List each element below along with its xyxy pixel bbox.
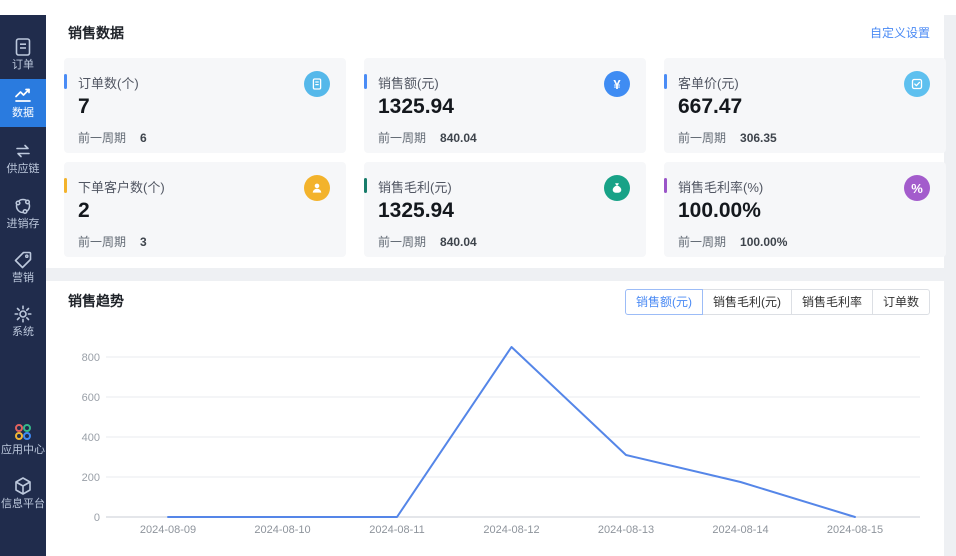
card-accent-bar — [664, 178, 667, 193]
sidebar-item-label: 订单 — [12, 59, 34, 71]
sidebar: 订单 数据 供应链 进销存 营销 — [0, 15, 52, 556]
top-strip — [0, 0, 956, 15]
supply-chain-icon — [12, 140, 34, 162]
sidebar-item-label: 信息平台 — [1, 498, 45, 510]
sidebar-item-label: 数据 — [12, 107, 34, 119]
svg-text:2024-08-11: 2024-08-11 — [369, 524, 424, 536]
sidebar-item-label: 系统 — [12, 326, 34, 338]
svg-text:0: 0 — [94, 512, 100, 524]
card-accent-bar — [664, 74, 667, 89]
svg-text:600: 600 — [82, 392, 100, 404]
card-value: 667.47 — [678, 95, 743, 118]
order-list-icon — [12, 36, 34, 58]
inventory-icon — [12, 195, 34, 217]
trend-button-order-count[interactable]: 订单数 — [871, 289, 930, 315]
sidebar-item-label: 应用中心 — [1, 444, 45, 456]
svg-text:800: 800 — [82, 352, 100, 364]
card-label: 订单数(个) — [78, 76, 139, 91]
card-accent-bar — [64, 74, 67, 89]
card-value: 2 — [78, 199, 90, 222]
sidebar-item-label: 供应链 — [6, 163, 40, 175]
app-center-icon — [12, 421, 34, 443]
svg-text:2024-08-10: 2024-08-10 — [254, 524, 310, 536]
svg-text:400: 400 — [82, 432, 100, 444]
sales-data-title: 销售数据 — [68, 25, 124, 41]
card-prev-period: 前一周期 306.35 — [678, 131, 777, 145]
stat-card-profit-rate: 销售毛利率(%) % 100.00% 前一周期 100.00% — [664, 162, 946, 257]
trend-button-sales-amount[interactable]: 销售额(元) — [624, 289, 703, 315]
info-platform-icon — [12, 475, 34, 497]
svg-text:2024-08-14: 2024-08-14 — [712, 524, 768, 536]
data-chart-icon — [12, 84, 34, 106]
sidebar-item-info-platform[interactable]: 信息平台 — [0, 470, 46, 518]
gross-profit-icon — [604, 175, 630, 201]
card-value: 1325.94 — [378, 199, 454, 222]
card-prev-period: 前一周期 840.04 — [378, 131, 477, 145]
svg-text:2024-08-09: 2024-08-09 — [140, 524, 196, 536]
custom-settings-link[interactable]: 自定义设置 — [869, 26, 930, 40]
sidebar-item-system[interactable]: 系统 — [0, 298, 46, 346]
sidebar-item-orders[interactable]: 订单 — [0, 31, 46, 79]
card-label: 销售额(元) — [378, 76, 439, 91]
card-label: 销售毛利(元) — [378, 180, 452, 195]
stat-card-gross-profit: 销售毛利(元) 1325.94 前一周期 840.04 — [364, 162, 646, 257]
card-value: 7 — [78, 95, 90, 118]
svg-text:200: 200 — [82, 472, 100, 484]
stat-card-order-count: 订单数(个) 7 前一周期 6 — [64, 58, 346, 153]
card-prev-period: 前一周期 840.04 — [378, 235, 477, 249]
card-prev-period: 前一周期 6 — [78, 131, 147, 145]
profit-rate-icon: % — [904, 175, 930, 201]
customer-count-icon — [304, 175, 330, 201]
stat-card-customer-count: 下单客户数(个) 2 前一周期 3 — [64, 162, 346, 257]
sidebar-item-data[interactable]: 数据 — [0, 79, 52, 127]
card-accent-bar — [364, 74, 367, 89]
card-label: 客单价(元) — [678, 76, 739, 91]
sidebar-item-label: 营销 — [12, 272, 34, 284]
avg-order-value-icon — [904, 71, 930, 97]
card-label: 下单客户数(个) — [78, 180, 165, 195]
svg-text:2024-08-15: 2024-08-15 — [827, 524, 883, 536]
sidebar-item-supply-chain[interactable]: 供应链 — [0, 135, 46, 183]
stat-card-sales-amount: 销售额(元) ¥ 1325.94 前一周期 840.04 — [364, 58, 646, 153]
marketing-tag-icon — [12, 249, 34, 271]
sidebar-item-app-center[interactable]: 应用中心 — [0, 416, 46, 464]
sidebar-item-inventory[interactable]: 进销存 — [0, 190, 46, 238]
card-label: 销售毛利率(%) — [678, 180, 764, 195]
sales-trend-title: 销售趋势 — [68, 293, 124, 309]
card-accent-bar — [64, 178, 67, 193]
svg-text:2024-08-13: 2024-08-13 — [598, 524, 654, 536]
trend-metric-button-group: 销售额(元) 销售毛利(元) 销售毛利率 订单数 — [624, 289, 930, 315]
stat-card-avg-order-value: 客单价(元) 667.47 前一周期 306.35 — [664, 58, 946, 153]
trend-button-gross-profit[interactable]: 销售毛利(元) — [701, 289, 792, 315]
order-count-icon — [304, 71, 330, 97]
system-gear-icon — [12, 303, 34, 325]
card-value: 1325.94 — [378, 95, 454, 118]
trend-line-chart: 0 200 400 600 800 2024-08-09 2024-08-10 2024-08… — [82, 346, 920, 536]
card-value: 100.00% — [678, 199, 761, 222]
card-accent-bar — [364, 178, 367, 193]
sales-amount-icon: ¥ — [604, 71, 630, 97]
trend-button-profit-rate[interactable]: 销售毛利率 — [790, 289, 873, 315]
svg-text:2024-08-12: 2024-08-12 — [483, 524, 539, 536]
sidebar-item-marketing[interactable]: 营销 — [0, 244, 46, 292]
sales-trend-panel: 销售趋势 销售额(元) 销售毛利(元) 销售毛利率 订单数 0 200 400 600… — [46, 281, 944, 556]
card-prev-period: 前一周期 3 — [78, 235, 147, 249]
card-prev-period: 前一周期 100.00% — [678, 235, 788, 249]
sales-data-panel: 销售数据 自定义设置 订单数(个) 7 前一周期 6 销售额(元) ¥ 1325.… — [46, 15, 946, 268]
sidebar-item-label: 进销存 — [6, 218, 40, 230]
